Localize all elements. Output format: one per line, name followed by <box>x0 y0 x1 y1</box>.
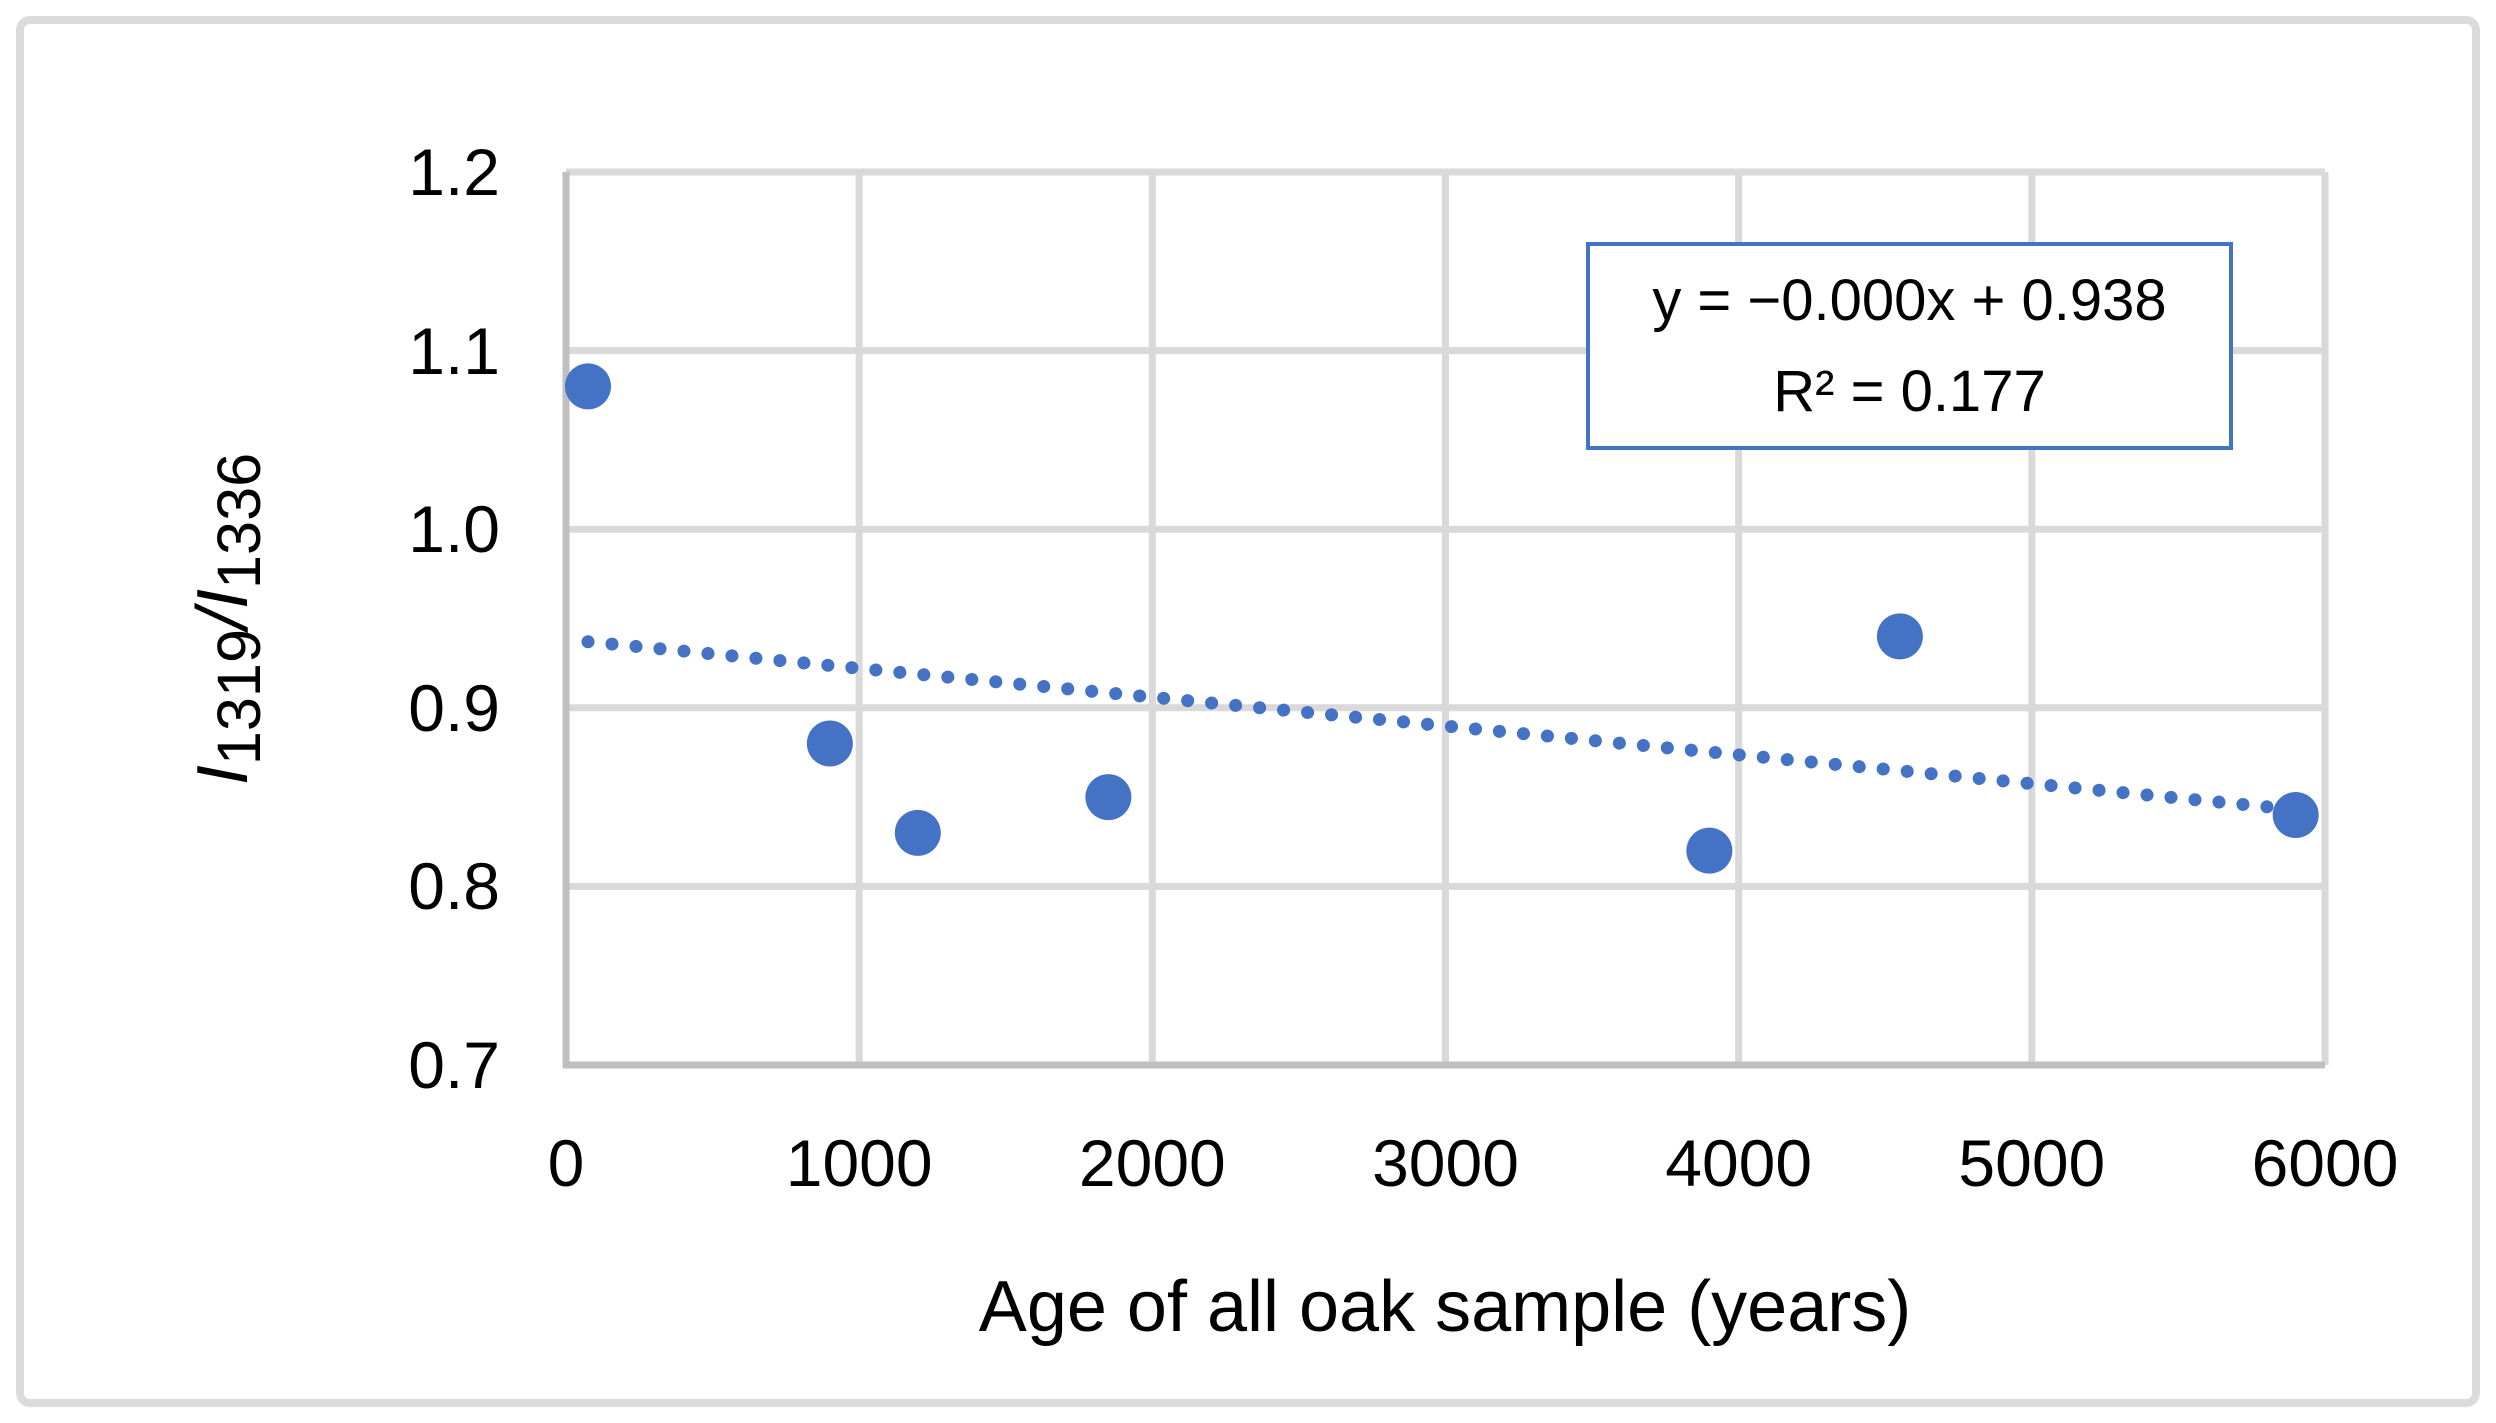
y-tick-label-0.7: 0.7 <box>408 1028 500 1102</box>
y-title-segment: 1319 <box>205 629 274 766</box>
x-tick-label-5000: 5000 <box>1958 1126 2106 1200</box>
y-tick-label-1.0: 1.0 <box>408 492 500 567</box>
x-tick-label-3000: 3000 <box>1372 1126 1519 1200</box>
data-point-4 <box>1686 827 1733 874</box>
data-point-6 <box>2272 791 2319 838</box>
r-squared-value: R² = 0.177 <box>1773 359 2046 424</box>
y-tick-label-1.2: 1.2 <box>408 135 500 209</box>
y-tick-label-1.1: 1.1 <box>408 313 500 388</box>
trendline-equation: y = −0.000x + 0.938 <box>1652 268 2167 333</box>
equation-box: y = −0.000x + 0.938 R² = 0.177 <box>1586 242 2233 450</box>
data-point-5 <box>1876 613 1923 660</box>
y-tick-label-0.9: 0.9 <box>408 670 500 745</box>
x-axis-title: Age of all oak sample (years) <box>978 1267 1912 1347</box>
y-title-segment: / <box>182 608 263 630</box>
x-tick-label-4000: 4000 <box>1665 1126 1813 1200</box>
data-point-1 <box>806 720 853 767</box>
x-tick-label-6000: 6000 <box>2251 1126 2399 1200</box>
data-point-2 <box>894 809 941 856</box>
data-point-0 <box>564 363 611 410</box>
trendline-dotted <box>581 635 2303 817</box>
y-tick-label-0.8: 0.8 <box>408 849 500 924</box>
y-title-segment: I <box>182 765 263 786</box>
y-title-segment: I <box>182 588 263 609</box>
data-point-3 <box>1085 774 1132 821</box>
x-tick-label-0: 0 <box>547 1126 585 1200</box>
x-tick-label-2000: 2000 <box>1078 1126 1226 1200</box>
y-axis-title: I1319/I1336 <box>182 453 274 785</box>
y-title-segment: 1336 <box>205 452 274 589</box>
x-tick-label-1000: 1000 <box>785 1126 933 1200</box>
